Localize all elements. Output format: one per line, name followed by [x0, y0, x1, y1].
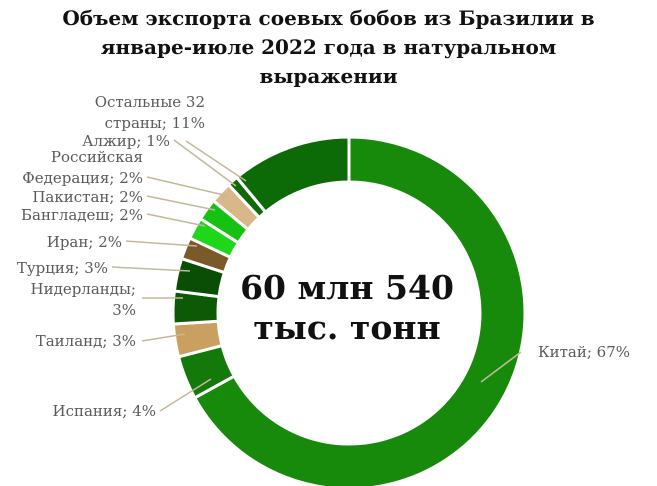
leader-line [146, 213, 206, 227]
leader-line [146, 195, 216, 211]
slice-label-line: 3% [112, 301, 136, 319]
slice-label: Иран; 2% [47, 232, 122, 253]
chart-title-line: январе-июле 2022 года в натуральном [100, 35, 557, 59]
slice-label: Бангладеш; 2% [21, 205, 143, 226]
chart-title: Объем экспорта соевых бобов из Бразилии … [0, 4, 657, 91]
center-total: 60 млн 540 тыс. тонн [202, 268, 492, 348]
slice-label: Таиланд; 3% [36, 331, 136, 352]
slice-label-line: Китай; 67% [538, 343, 631, 361]
slice-label-line: Алжир; 1% [82, 132, 170, 150]
slice-label-line: Пакистан; 2% [32, 188, 143, 206]
leader-line [480, 351, 522, 383]
chart-title-line: Объем экспорта соевых бобов из Бразилии … [62, 6, 595, 30]
center-total-line: тыс. тонн [253, 308, 441, 347]
slice-label-line: Российская [50, 148, 143, 166]
slice-label-line: Нидерланды; [30, 280, 137, 298]
slice-label-line: Федерация; 2% [22, 169, 143, 187]
leader-line [111, 266, 191, 272]
center-total-line: 60 млн 540 [240, 268, 454, 307]
slice-1 [192, 135, 527, 486]
slice-label: Алжир; 1% [82, 131, 170, 152]
leader-line [141, 333, 186, 342]
slice-label-line: Испания; 4% [52, 402, 157, 420]
leader-line [173, 139, 237, 187]
slice-label: Пакистан; 2% [32, 187, 143, 208]
slice-label-line: Бангладеш; 2% [21, 206, 143, 224]
leader-line [185, 140, 247, 182]
slice-label: Турция; 3% [17, 258, 108, 279]
slice-label-line: Иран; 2% [46, 233, 122, 251]
slice-label: Остальные 32 страны; 11% [95, 92, 205, 134]
leader-line [125, 240, 198, 247]
slice-label: Российская Федерация; 2% [22, 147, 143, 189]
slice-label-line: Остальные 32 [94, 93, 205, 111]
chart-title-line: выражении [259, 64, 398, 88]
leader-line [146, 176, 229, 197]
slice-label-line: Турция; 3% [16, 259, 108, 277]
slice-11 [234, 135, 351, 215]
slice-label-line: страны; 11% [104, 114, 205, 132]
slice-label: Нидерланды; 3% [31, 279, 137, 321]
slice-label: Испания; 4% [53, 401, 157, 422]
leader-line [159, 378, 212, 412]
slice-label-line: Таиланд; 3% [35, 332, 136, 350]
slice-label: Китай; 67% [538, 342, 630, 363]
